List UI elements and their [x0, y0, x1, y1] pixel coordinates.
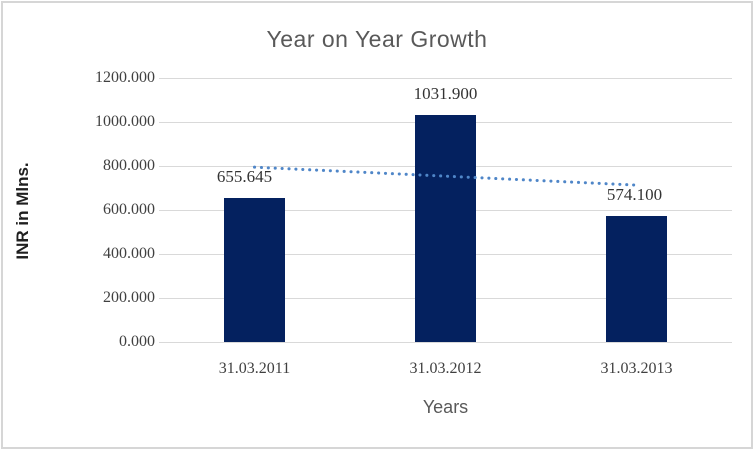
y-tick-label: 800.000: [103, 157, 155, 174]
gridline: [159, 78, 732, 79]
bar: [606, 215, 667, 342]
y-tick-label: 1000.000: [95, 113, 155, 130]
bar-data-label: 1031.900: [413, 83, 478, 103]
gridline: [159, 342, 732, 343]
x-tick-label: 31.03.2013: [600, 360, 673, 377]
chart-title: Year on Year Growth: [266, 26, 488, 52]
bar: [415, 114, 476, 342]
y-tick-label: 200.000: [103, 289, 155, 306]
bar-data-label: 574.100: [606, 184, 663, 204]
x-tick-label: 31.03.2011: [218, 360, 291, 377]
y-tick-label: 1200.000: [95, 69, 155, 86]
x-tick-label: 31.03.2012: [409, 360, 482, 377]
y-tick-label: 600.000: [103, 201, 155, 218]
y-tick-label: 400.000: [103, 245, 155, 262]
y-axis-title: INR in Mlns.: [13, 162, 32, 260]
y-tick-label: 0.000: [119, 333, 155, 350]
bar-data-label: 655.645: [216, 166, 273, 186]
bar: [224, 197, 285, 342]
x-axis-title: Years: [422, 397, 469, 417]
